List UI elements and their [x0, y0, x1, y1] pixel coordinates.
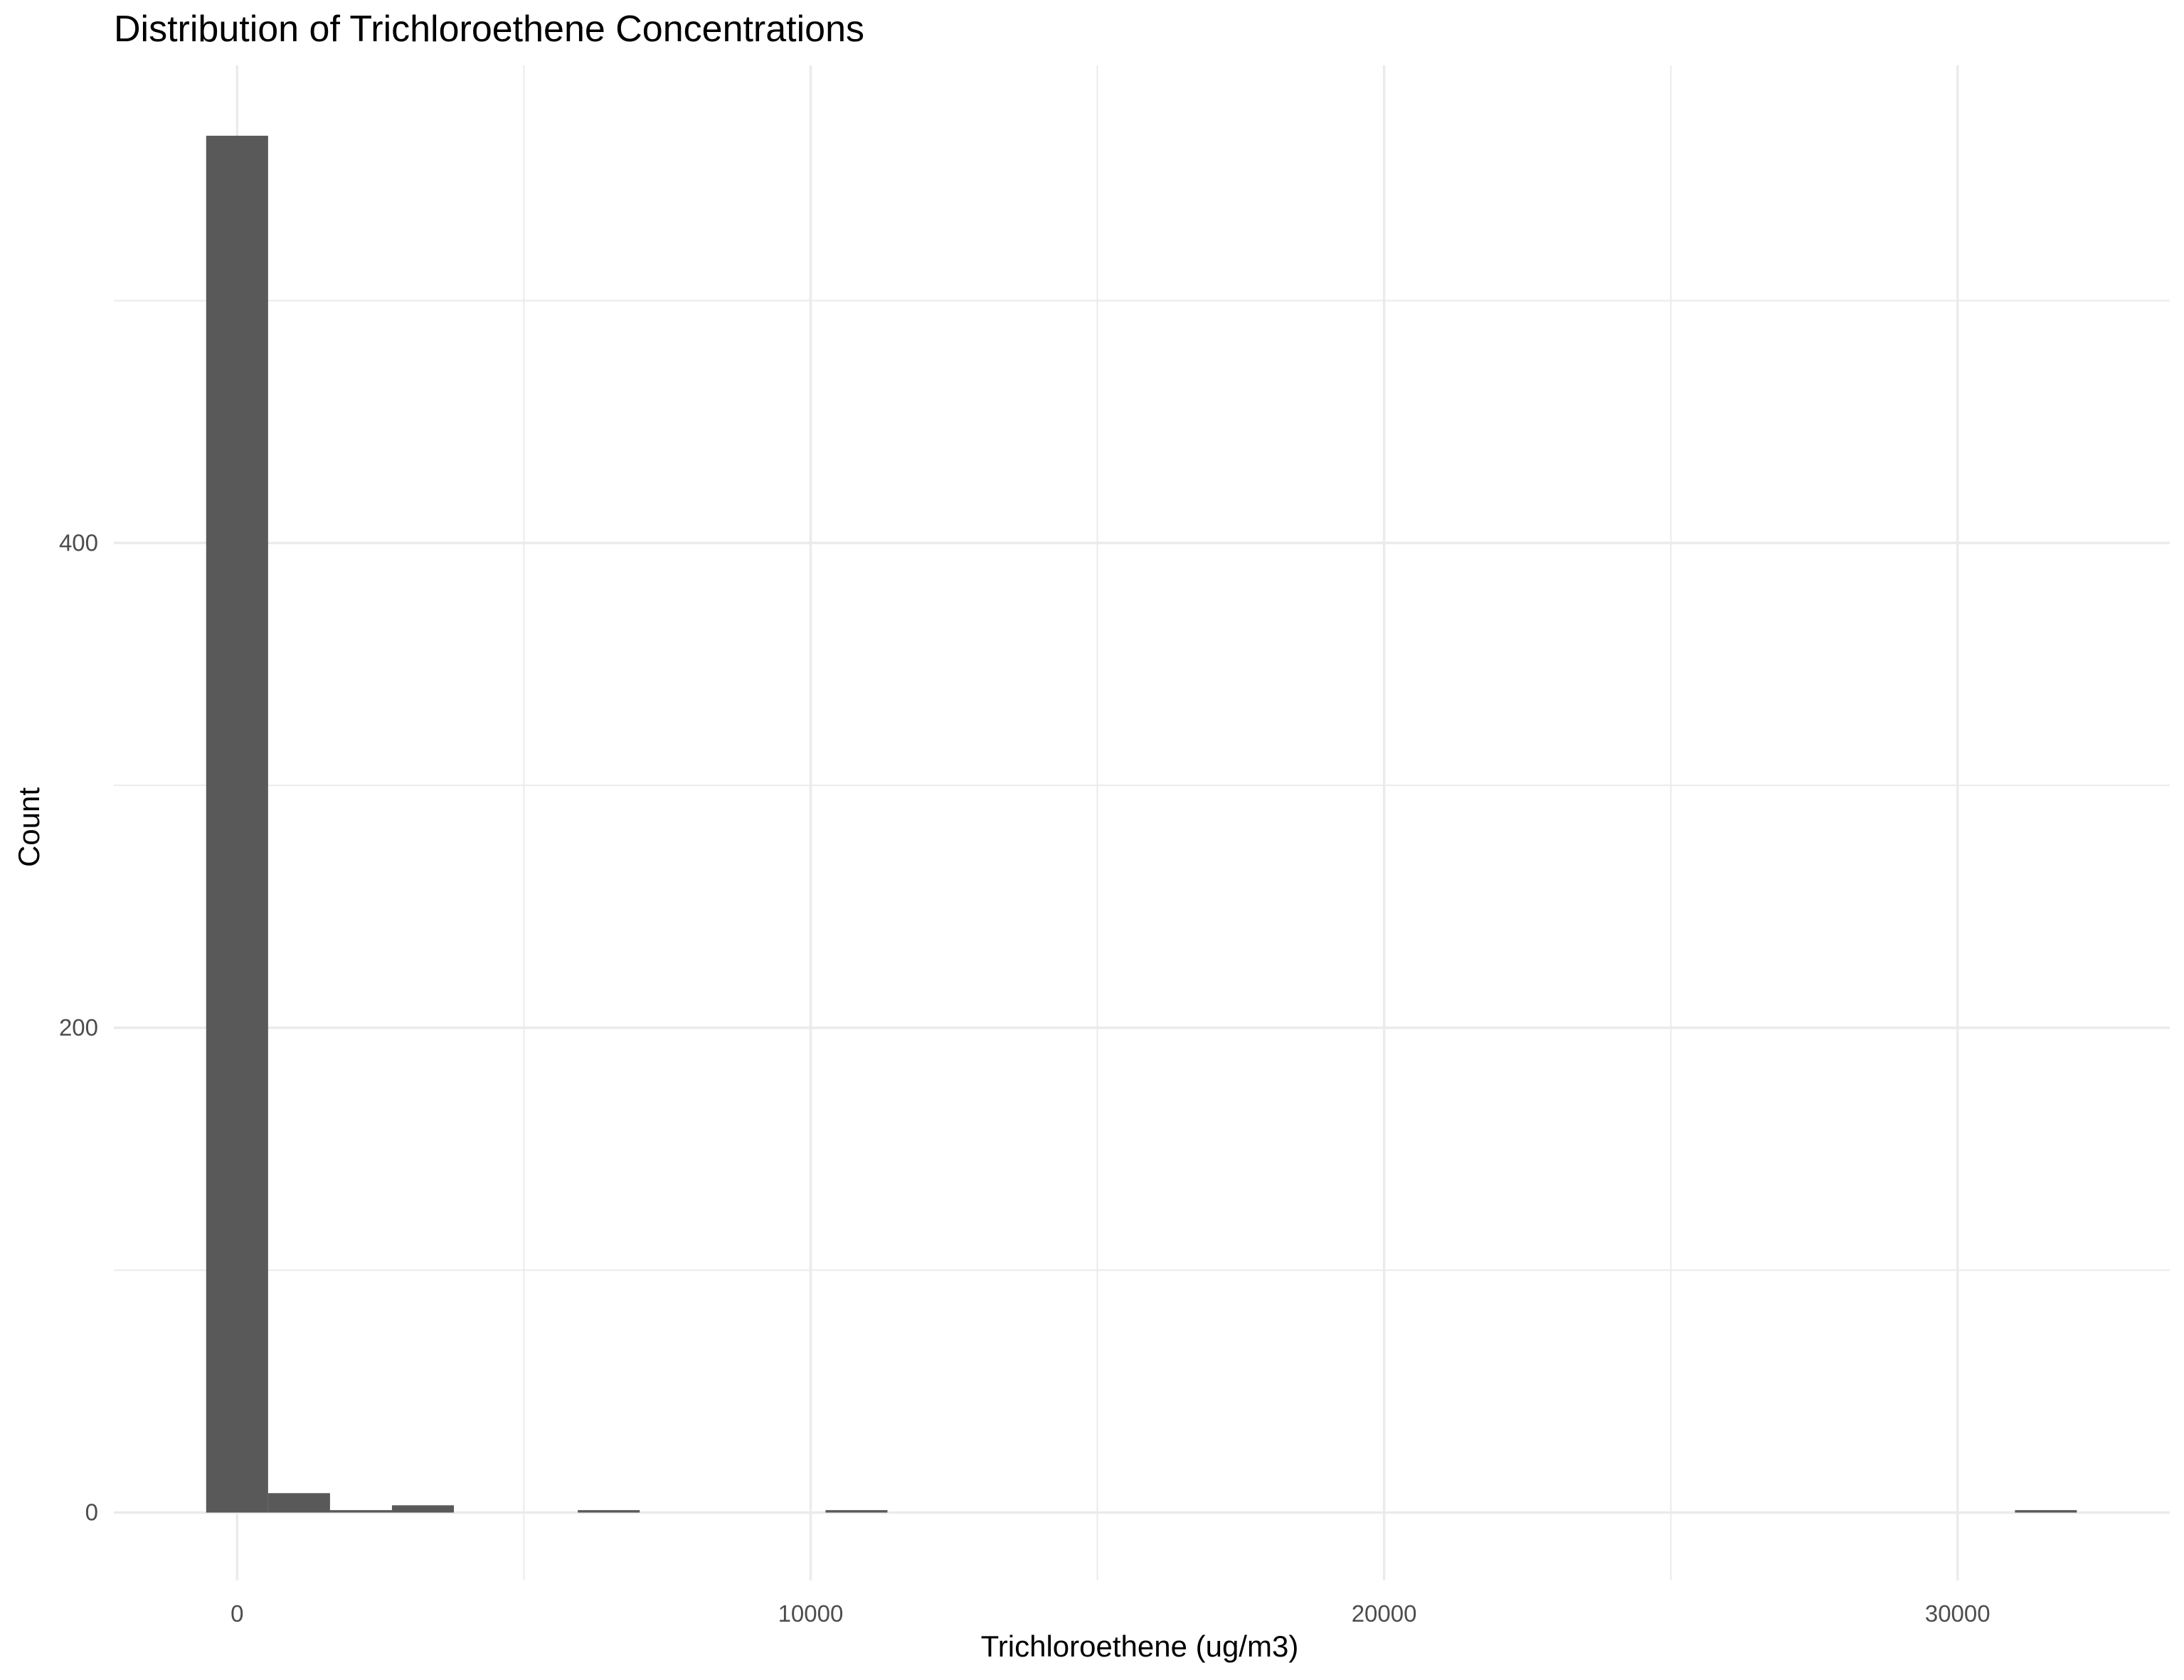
chart-title: Distribution of Trichloroethene Concentr…	[114, 9, 864, 50]
y-axis-title: Count	[12, 787, 46, 867]
histogram-bar-1	[267, 1493, 330, 1513]
grid-lines	[114, 65, 2170, 1580]
y-tick-label: 400	[59, 529, 98, 555]
x-axis-title: Trichloroethene (ug/m3)	[981, 1630, 1299, 1663]
y-axis-ticks: 0 200 400	[59, 529, 98, 1525]
histogram-bar-6	[2015, 1510, 2077, 1513]
x-tick-label: 0	[230, 1600, 243, 1627]
histogram-bar-2	[329, 1510, 392, 1513]
x-tick-label: 10000	[778, 1600, 844, 1627]
y-tick-label: 0	[85, 1499, 98, 1526]
x-axis-ticks: 0 10000 20000 30000	[230, 1600, 1990, 1627]
x-tick-label: 20000	[1352, 1600, 1417, 1627]
histogram-bar-4	[578, 1510, 640, 1513]
y-tick-label: 200	[59, 1014, 98, 1041]
histogram-bar-0	[206, 135, 268, 1513]
x-tick-label: 30000	[1925, 1600, 1990, 1627]
histogram-bar-3	[391, 1505, 455, 1513]
histogram-bar-5	[825, 1510, 888, 1513]
histogram-bars	[206, 135, 2077, 1513]
